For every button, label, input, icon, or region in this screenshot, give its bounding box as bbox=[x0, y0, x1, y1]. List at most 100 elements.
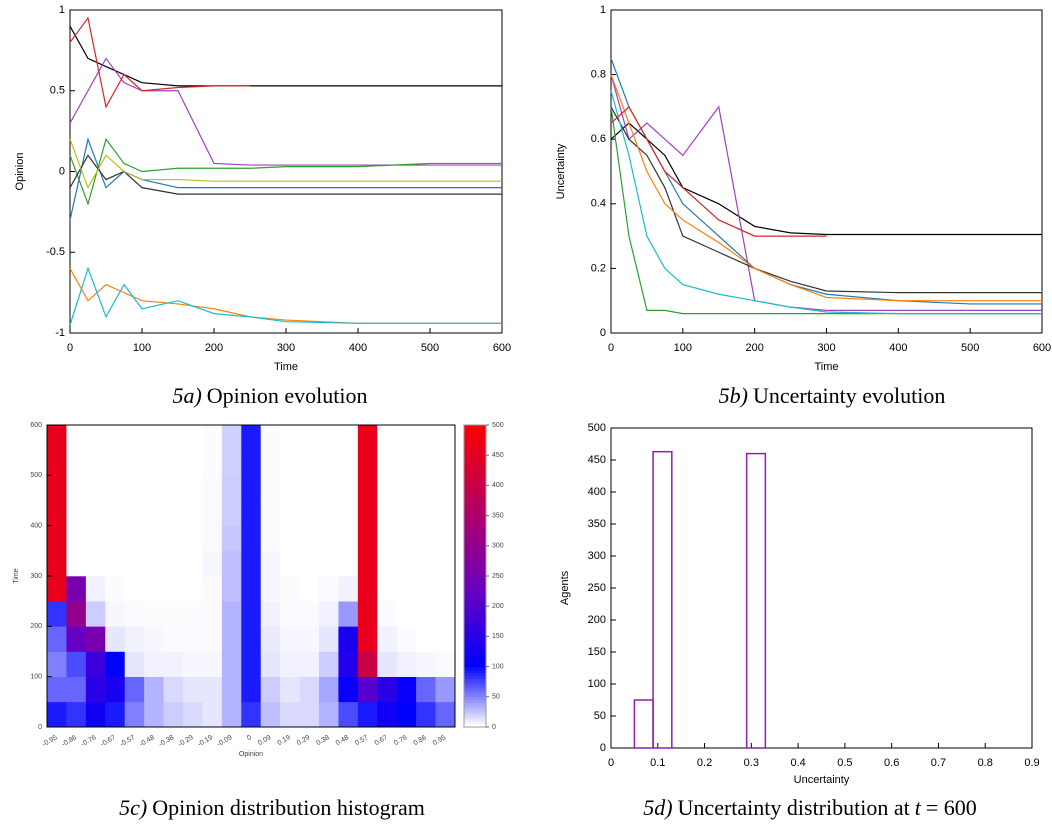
heat-cell bbox=[47, 626, 67, 652]
y-tick-label: 400 bbox=[30, 523, 42, 530]
heat-cell bbox=[47, 676, 67, 703]
heat-cell bbox=[221, 576, 242, 602]
colorbar-step bbox=[464, 666, 486, 671]
heat-cell bbox=[280, 475, 300, 501]
colorbar-tick-label: 100 bbox=[492, 663, 504, 670]
heat-cell bbox=[221, 500, 242, 526]
heat-cell bbox=[241, 525, 262, 552]
heat-cell bbox=[260, 676, 281, 703]
colorbar-step bbox=[464, 539, 486, 544]
y-tick-label: 0 bbox=[600, 742, 606, 754]
y-axis-label: Time bbox=[13, 568, 20, 583]
heat-cell bbox=[241, 701, 262, 728]
caption: 5a) Opinion evolution bbox=[172, 383, 367, 408]
colorbar-step bbox=[464, 548, 486, 553]
heat-cell bbox=[202, 701, 223, 728]
x-tick-label: -0.48 bbox=[138, 734, 155, 748]
heat-cell bbox=[85, 576, 106, 602]
colorbar-step bbox=[464, 618, 486, 622]
colorbar-step bbox=[464, 657, 486, 662]
heat-cell bbox=[377, 550, 398, 577]
colorbar-step bbox=[464, 524, 486, 529]
heat-cell bbox=[435, 550, 456, 577]
heat-cell bbox=[66, 626, 87, 652]
colorbar-step bbox=[464, 428, 486, 432]
colorbar-step bbox=[464, 642, 486, 646]
heat-cell bbox=[241, 450, 262, 476]
colorbar-step bbox=[464, 563, 486, 568]
heat-cell bbox=[66, 701, 87, 728]
colorbar-step bbox=[464, 690, 486, 695]
heat-cell bbox=[47, 576, 67, 602]
heat-cell bbox=[435, 601, 456, 627]
y-tick-label: 1 bbox=[600, 4, 606, 16]
colorbar-step bbox=[464, 545, 486, 550]
heat-cell bbox=[202, 576, 223, 602]
heat-cell bbox=[357, 676, 378, 703]
heat-cell bbox=[319, 626, 339, 652]
colorbar-step bbox=[464, 651, 486, 656]
x-tick-label: 400 bbox=[349, 342, 367, 354]
colorbar-step bbox=[464, 660, 486, 665]
x-tick-label: 0.95 bbox=[432, 734, 447, 747]
heat-cell bbox=[260, 425, 281, 451]
heat-cell bbox=[105, 525, 126, 552]
colorbar-step bbox=[464, 648, 486, 652]
heat-cell bbox=[377, 626, 398, 652]
heat-cell bbox=[377, 576, 398, 602]
colorbar-tick-label: 250 bbox=[492, 573, 504, 580]
heat-cell bbox=[416, 450, 436, 476]
heat-cell bbox=[260, 651, 281, 677]
series-line bbox=[69, 16, 250, 109]
heat-cell bbox=[47, 450, 67, 476]
colorbar-step bbox=[464, 663, 486, 668]
colorbar-step bbox=[464, 554, 486, 559]
caption-part: 5b) bbox=[719, 383, 748, 408]
heat-cell bbox=[124, 425, 145, 451]
heat-cell bbox=[396, 676, 417, 703]
heat-cell bbox=[85, 601, 106, 627]
series-line bbox=[69, 138, 502, 190]
heat-cell bbox=[280, 651, 300, 677]
heat-cell bbox=[416, 676, 436, 703]
y-tick-label: 200 bbox=[30, 623, 42, 630]
colorbar-step bbox=[464, 630, 486, 634]
heat-cell bbox=[66, 500, 87, 526]
series-line bbox=[69, 266, 502, 326]
heat-cell bbox=[416, 651, 436, 677]
y-tick-label: -1 bbox=[55, 327, 65, 339]
colorbar-step bbox=[464, 515, 486, 520]
y-tick-label: 600 bbox=[30, 422, 42, 429]
heat-cell bbox=[280, 576, 300, 602]
heat-cell bbox=[202, 550, 223, 577]
x-tick-label: 0.19 bbox=[276, 734, 291, 747]
heat-cell bbox=[338, 475, 359, 501]
heat-cell bbox=[144, 576, 164, 602]
heat-cell bbox=[85, 525, 106, 552]
heat-cell bbox=[299, 576, 320, 602]
colorbar-step bbox=[464, 576, 486, 580]
heat-cell bbox=[396, 651, 417, 677]
caption-part: = 600 bbox=[926, 795, 977, 820]
colorbar-step bbox=[464, 606, 486, 610]
colorbar-step bbox=[464, 434, 486, 438]
heat-cell bbox=[280, 701, 300, 728]
colorbar-step bbox=[464, 494, 486, 498]
heat-cell bbox=[280, 425, 300, 451]
x-tick-label: -0.19 bbox=[197, 734, 214, 748]
colorbar-step bbox=[464, 443, 486, 447]
heat-cell bbox=[299, 450, 320, 476]
colorbar-step bbox=[464, 588, 486, 592]
colorbar-step bbox=[464, 506, 486, 511]
colorbar-step bbox=[464, 455, 486, 459]
heat-cell bbox=[85, 425, 106, 451]
heat-cell bbox=[144, 500, 164, 526]
heat-cell bbox=[338, 701, 359, 728]
x-tick-label: 0.5 bbox=[837, 757, 852, 769]
heat-cell bbox=[260, 701, 281, 728]
colorbar-step bbox=[464, 479, 486, 483]
y-tick-label: 0.8 bbox=[591, 69, 606, 81]
colorbar-step bbox=[464, 425, 486, 429]
y-tick-label: 0.5 bbox=[50, 85, 65, 97]
